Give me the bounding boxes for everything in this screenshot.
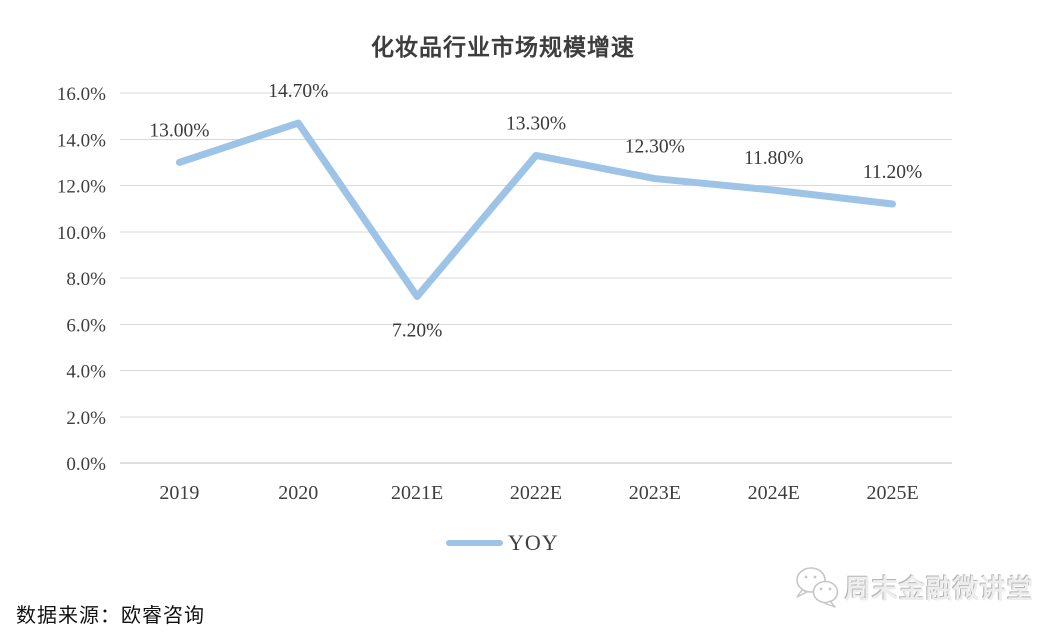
y-tick-label: 10.0% xyxy=(57,223,106,244)
data-label: 13.00% xyxy=(149,120,209,141)
legend-label: YOY xyxy=(508,530,559,555)
series-line-yoy xyxy=(175,119,897,300)
y-tick-label: 2.0% xyxy=(66,408,106,429)
x-tick-label: 2025E xyxy=(866,482,918,504)
x-tick-label: 2022E xyxy=(510,482,562,504)
legend-line-swatch xyxy=(446,540,503,546)
data-label: 14.70% xyxy=(268,81,328,102)
x-tick-label: 2024E xyxy=(748,482,800,504)
data-label: 7.20% xyxy=(392,321,442,342)
line-chart-plot-area: 16.0% 14.0% 12.0% 10.0% 8.0% 6.0% 4.0% 2.0% 0.0%… xyxy=(57,81,952,504)
y-tick-label: 4.0% xyxy=(66,362,106,383)
legend: YOY xyxy=(446,530,559,556)
chart-title: 化妆品行业市场规模增速 xyxy=(371,35,635,60)
y-tick-label: 14.0% xyxy=(57,130,106,151)
y-tick-label: 12.0% xyxy=(57,177,106,198)
y-tick-label: 6.0% xyxy=(66,315,106,336)
source-note: 数据来源：欧睿咨询 xyxy=(16,605,205,627)
data-label: 11.80% xyxy=(744,148,803,169)
data-label: 13.30% xyxy=(506,113,566,134)
y-tick-label: 0.0% xyxy=(66,454,106,475)
y-tick-label: 8.0% xyxy=(66,269,106,290)
x-tick-label: 2019 xyxy=(159,482,199,504)
x-tick-label: 2021E xyxy=(391,482,443,504)
data-label: 12.30% xyxy=(625,137,685,158)
data-label: 11.20% xyxy=(863,162,922,183)
watermark: 周末金融微讲堂 xyxy=(792,565,1034,609)
wechat-icon xyxy=(796,567,839,608)
y-tick-label: 16.0% xyxy=(57,84,106,105)
x-tick-label: 2020 xyxy=(278,482,318,504)
x-tick-label: 2023E xyxy=(629,482,681,504)
watermark-text: 周末金融微讲堂 xyxy=(845,574,1035,604)
